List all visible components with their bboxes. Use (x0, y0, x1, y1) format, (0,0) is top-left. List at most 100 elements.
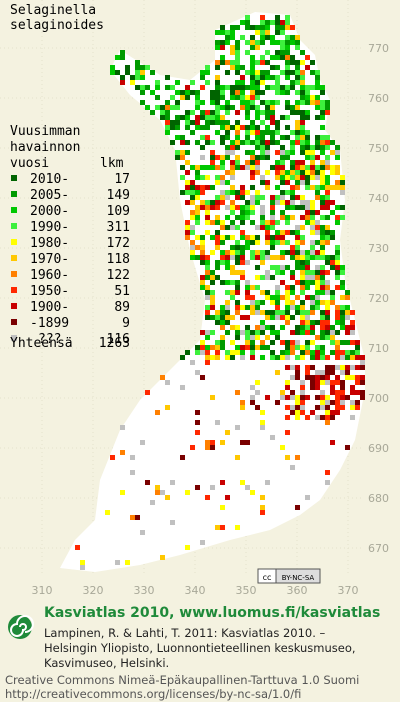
grid-cell (140, 65, 145, 70)
grid-cell (240, 235, 245, 240)
grid-cell (250, 85, 255, 90)
grid-cell (255, 45, 260, 50)
grid-cell (295, 400, 300, 405)
grid-cell (295, 370, 300, 375)
grid-cell (215, 60, 220, 65)
grid-cell (230, 145, 235, 150)
grid-cell (185, 185, 190, 190)
grid-cell (270, 40, 275, 45)
grid-cell (265, 75, 270, 80)
grid-cell (285, 305, 290, 310)
grid-cell (200, 205, 205, 210)
grid-cell (290, 145, 295, 150)
grid-cell (240, 245, 245, 250)
grid-cell (260, 70, 265, 75)
grid-cell (330, 255, 335, 260)
grid-cell (165, 75, 170, 80)
grid-cell (285, 190, 290, 195)
grid-cell (270, 210, 275, 215)
grid-cell (255, 285, 260, 290)
grid-cell (250, 150, 255, 155)
grid-cell (340, 385, 345, 390)
grid-cell (165, 125, 170, 130)
grid-cell (265, 145, 270, 150)
grid-cell (285, 135, 290, 140)
grid-cell (155, 490, 160, 495)
grid-cell (285, 60, 290, 65)
grid-cell (320, 250, 325, 255)
grid-cell (220, 440, 225, 445)
grid-cell (305, 65, 310, 70)
grid-cell (285, 220, 290, 225)
grid-cell (305, 185, 310, 190)
grid-cell (250, 120, 255, 125)
grid-cell (250, 340, 255, 345)
grid-cell (345, 330, 350, 335)
grid-cell (180, 95, 185, 100)
grid-cell (200, 250, 205, 255)
grid-cell (200, 165, 205, 170)
grid-cell (225, 145, 230, 150)
grid-cell (240, 35, 245, 40)
grid-cell (335, 155, 340, 160)
grid-cell (250, 235, 255, 240)
grid-cell (210, 300, 215, 305)
grid-cell (265, 480, 270, 485)
grid-cell (265, 240, 270, 245)
grid-cell (345, 340, 350, 345)
grid-cell (315, 175, 320, 180)
grid-cell (220, 240, 225, 245)
grid-cell (225, 70, 230, 75)
grid-cell (145, 85, 150, 90)
grid-cell (290, 375, 295, 380)
grid-cell (335, 215, 340, 220)
grid-cell (140, 100, 145, 105)
grid-cell (320, 345, 325, 350)
grid-cell (325, 320, 330, 325)
grid-cell (275, 80, 280, 85)
grid-cell (300, 50, 305, 55)
grid-cell (275, 200, 280, 205)
grid-cell (285, 175, 290, 180)
grid-cell (180, 90, 185, 95)
grid-cell (245, 50, 250, 55)
grid-cell (280, 210, 285, 215)
grid-cell (205, 65, 210, 70)
grid-cell (250, 175, 255, 180)
grid-cell (305, 395, 310, 400)
grid-cell (270, 300, 275, 305)
grid-cell (285, 350, 290, 355)
grid-cell (280, 315, 285, 320)
grid-cell (285, 50, 290, 55)
grid-cell (265, 315, 270, 320)
grid-cell (235, 125, 240, 130)
grid-cell (285, 40, 290, 45)
grid-cell (310, 220, 315, 225)
grid-cell (235, 65, 240, 70)
grid-cell (345, 290, 350, 295)
grid-cell (315, 145, 320, 150)
grid-cell (300, 175, 305, 180)
grid-cell (330, 400, 335, 405)
grid-cell (290, 205, 295, 210)
grid-cell (205, 215, 210, 220)
grid-cell (175, 155, 180, 160)
grid-cell (355, 365, 360, 370)
grid-cell (350, 385, 355, 390)
grid-cell (160, 490, 165, 495)
grid-cell (280, 180, 285, 185)
grid-cell (295, 40, 300, 45)
grid-cell (315, 225, 320, 230)
grid-cell (290, 405, 295, 410)
citation: Lampinen, R. & Lahti, T. 2011: Kasviatla… (44, 626, 326, 640)
grid-cell (345, 295, 350, 300)
grid-cell (210, 185, 215, 190)
y-label: 670 (368, 542, 389, 555)
legend-label: 1960- (30, 268, 69, 283)
grid-cell (235, 55, 240, 60)
grid-cell (255, 80, 260, 85)
grid-cell (260, 180, 265, 185)
grid-cell (250, 55, 255, 60)
grid-cell (220, 480, 225, 485)
grid-cell (170, 85, 175, 90)
